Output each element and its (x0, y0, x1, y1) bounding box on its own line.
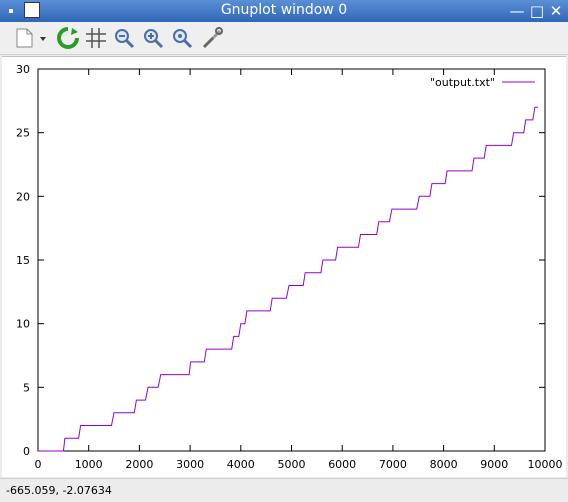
x-tick-label: 6000 (328, 458, 356, 471)
y-tick-label: 10 (16, 318, 30, 331)
grid-icon[interactable] (84, 26, 108, 50)
plot-area[interactable]: 0 1000 2000 3000 4000 5000 6000 7000 8000 9000 100… (2, 56, 566, 477)
y-tick-label: 25 (16, 127, 30, 140)
minimize-icon[interactable]: — (509, 2, 525, 20)
x-tick-label: 4000 (227, 458, 255, 471)
y-tick-label: 20 (16, 190, 30, 203)
y-tick-label: 15 (16, 254, 30, 267)
y-tick-label: 5 (23, 381, 30, 394)
line-chart: 0 1000 2000 3000 4000 5000 6000 7000 8000 9000 100… (16, 63, 563, 471)
gnuplot-app-icon (24, 2, 40, 18)
autoscale-icon[interactable] (170, 26, 194, 50)
x-tick-label: 2000 (125, 458, 153, 471)
plot-border (37, 68, 546, 452)
y-tick-label: 0 (23, 445, 30, 458)
maximize-icon[interactable]: □ (529, 2, 545, 20)
window-title: Gnuplot window 0 (220, 2, 348, 18)
x-tick-label: 9000 (480, 458, 508, 471)
legend-label: "output.txt" (430, 76, 495, 89)
zoom-previous-icon[interactable] (112, 26, 136, 50)
x-tick-label: 5000 (278, 458, 306, 471)
x-tick-label: 3000 (176, 458, 204, 471)
status-bar: -665.059, -2.07634 (0, 478, 568, 502)
toolbar (0, 22, 568, 55)
series-line (38, 106, 538, 452)
zoom-next-icon[interactable] (141, 26, 165, 50)
x-tick-label: 0 (35, 458, 42, 471)
window-menu-icon[interactable] (5, 4, 19, 18)
replot-icon[interactable] (56, 26, 80, 50)
coordinate-readout: -665.059, -2.07634 (6, 484, 112, 497)
x-tick-label: 10000 (528, 458, 563, 471)
title-bar: Gnuplot window 0 — □ ✕ (0, 0, 568, 22)
x-tick-label: 1000 (75, 458, 103, 471)
y-tick-label: 30 (16, 63, 30, 76)
export-icon[interactable] (12, 26, 50, 50)
x-tick-label: 7000 (379, 458, 407, 471)
close-icon[interactable]: ✕ (549, 2, 563, 20)
settings-icon[interactable] (200, 26, 224, 50)
x-tick-label: 8000 (430, 458, 458, 471)
